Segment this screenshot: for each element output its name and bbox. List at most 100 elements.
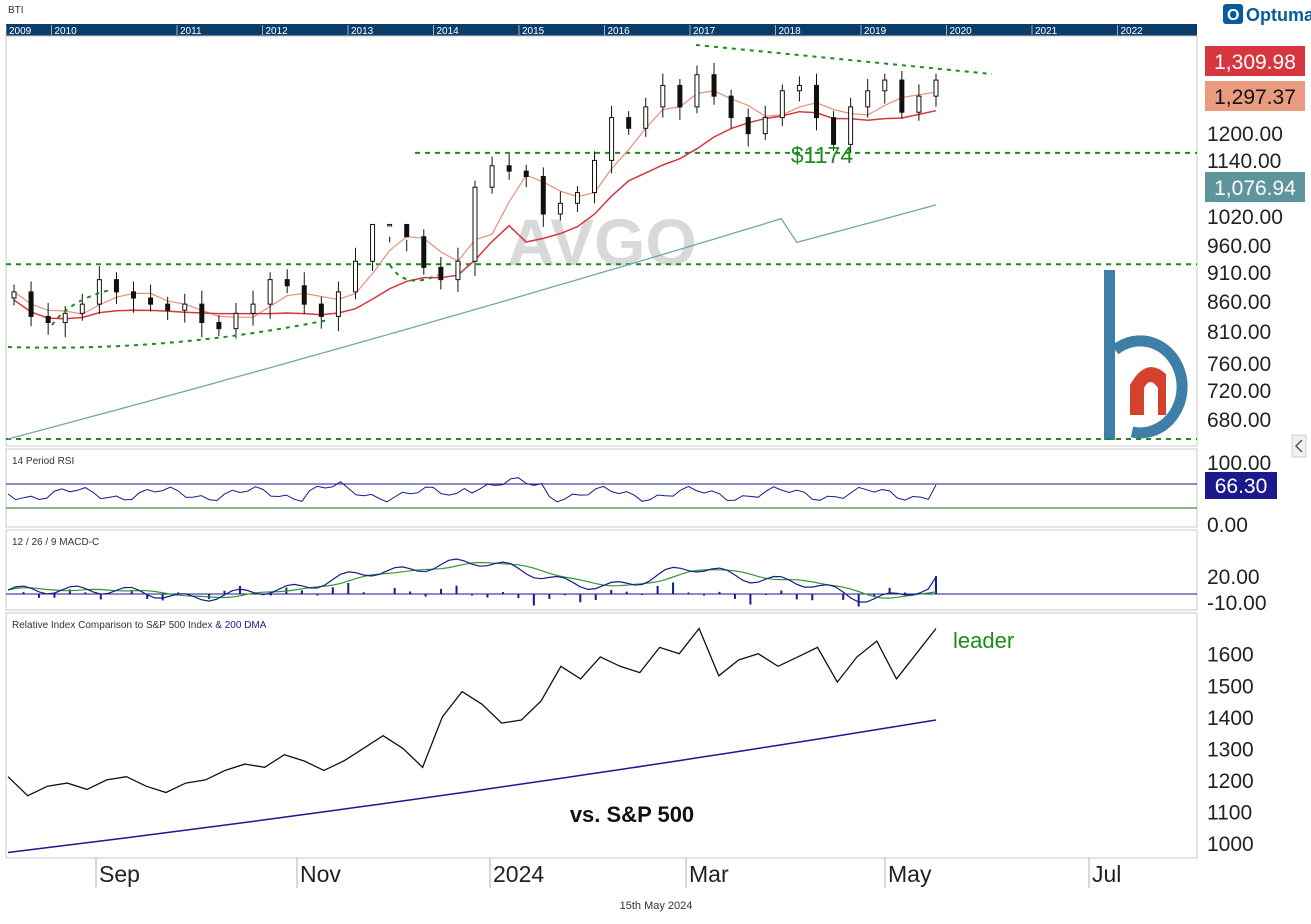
candle-body xyxy=(165,303,171,311)
candle-body xyxy=(182,303,188,311)
month-label: Mar xyxy=(689,861,729,887)
candle xyxy=(11,284,17,306)
candle xyxy=(455,247,461,292)
macd-panel xyxy=(5,529,1198,611)
candle xyxy=(438,256,444,290)
rsi-tick-100: 100.00 xyxy=(1207,452,1271,475)
candle xyxy=(335,281,341,332)
rsi-tick-0: 0.00 xyxy=(1207,514,1248,537)
candle-body xyxy=(643,106,649,129)
collapse-arrow-button[interactable] xyxy=(1291,434,1307,458)
overview-year-label: 2017 xyxy=(693,26,716,37)
price-tag-ma-slow-value: 1,076.94 xyxy=(1214,177,1296,200)
ticker-code: BTI xyxy=(8,5,24,16)
candle xyxy=(216,315,222,337)
candle xyxy=(626,111,632,135)
candle-body xyxy=(79,303,85,314)
candle-body xyxy=(438,266,444,281)
relative-axis: 1600 1500 1400 1300 1200 1100 1000 xyxy=(1207,644,1254,856)
candle xyxy=(387,223,393,243)
candle xyxy=(352,247,358,300)
overview-year-label: 2023 xyxy=(1206,26,1229,37)
resistance-trendline xyxy=(695,44,993,75)
price-axis-tick: 1140.00 xyxy=(1207,150,1281,173)
candle-body xyxy=(916,95,922,113)
candle-body xyxy=(199,303,205,324)
candle xyxy=(267,272,273,319)
candle-body xyxy=(711,74,717,97)
candle-body xyxy=(609,117,615,161)
price-axis-tick: 1020.00 xyxy=(1207,206,1283,229)
relative-axis-tick: 1600 xyxy=(1207,644,1254,667)
macd-tick-20: 20.00 xyxy=(1207,566,1260,589)
candle xyxy=(609,105,615,174)
month-label: Nov xyxy=(300,861,341,887)
candle xyxy=(779,84,785,127)
candle xyxy=(916,84,922,121)
candle xyxy=(592,151,598,204)
candle xyxy=(199,290,205,338)
svg-text:O: O xyxy=(1227,7,1239,24)
rsi-value-tag: 66.30 xyxy=(1205,472,1277,499)
price-axis-tick: 760.00 xyxy=(1207,353,1271,376)
ma-slow-line xyxy=(7,204,937,440)
candle-body xyxy=(506,165,512,172)
candle xyxy=(711,62,717,105)
price-axis-tick: 960.00 xyxy=(1207,235,1271,258)
candle-body xyxy=(796,84,802,92)
candle xyxy=(318,296,324,329)
month-label: Jul xyxy=(1092,861,1121,887)
candle-body xyxy=(404,223,410,238)
candle xyxy=(165,296,171,321)
overview-year-label: 2010 xyxy=(55,26,78,37)
price-axis-tick: 720.00 xyxy=(1207,380,1271,403)
vs-sp500-annotation: vs. S&P 500 xyxy=(570,802,694,827)
brand-name: Optuma xyxy=(1246,5,1311,25)
overview-strip[interactable] xyxy=(6,24,1197,36)
optuma-logo-icon xyxy=(1223,4,1243,24)
price-tag-ma-fast: 1,297.37 xyxy=(1205,81,1305,111)
overview-year-label: 2014 xyxy=(437,26,460,37)
candle-body xyxy=(592,159,598,194)
candle xyxy=(404,223,410,252)
candle-body xyxy=(865,90,871,108)
candle xyxy=(79,293,85,321)
candle-body xyxy=(762,117,768,135)
macd-line xyxy=(7,558,937,603)
candle xyxy=(728,89,734,129)
candle xyxy=(472,180,478,276)
candle-body xyxy=(540,176,546,215)
candle xyxy=(301,272,307,314)
candle-body xyxy=(472,186,478,262)
candle-body xyxy=(131,291,137,299)
price-panel xyxy=(5,35,1198,447)
candle-body xyxy=(694,74,700,108)
relative-200dma-line xyxy=(7,719,937,854)
candle-body xyxy=(113,279,119,293)
overview-year-label: 2024 xyxy=(1292,26,1311,37)
rsi-title: 14 Period RSI xyxy=(12,456,74,467)
candle xyxy=(848,97,854,153)
candle xyxy=(694,65,700,114)
ticker-watermark: AVGO xyxy=(507,205,696,279)
candle xyxy=(28,281,34,327)
candle-body xyxy=(421,236,427,268)
candle-body xyxy=(574,192,580,204)
candle-body xyxy=(557,202,563,215)
month-label: Sep xyxy=(99,861,140,887)
candle xyxy=(421,229,427,275)
price-tag-ma-fast-value: 1,297.37 xyxy=(1214,86,1296,109)
candle-body xyxy=(677,84,683,108)
rsi-panel xyxy=(5,448,1198,528)
handle-curve xyxy=(389,264,439,282)
candle xyxy=(796,76,802,102)
overview-year-label: 2021 xyxy=(1035,26,1058,37)
price-axis-tick: 860.00 xyxy=(1207,291,1271,314)
overview-year-label: 2016 xyxy=(608,26,631,37)
candle xyxy=(45,302,51,335)
candle xyxy=(250,290,256,326)
candle-body xyxy=(779,90,785,119)
candle xyxy=(233,302,239,339)
price-axis-tick: 1200.00 xyxy=(1207,123,1283,146)
